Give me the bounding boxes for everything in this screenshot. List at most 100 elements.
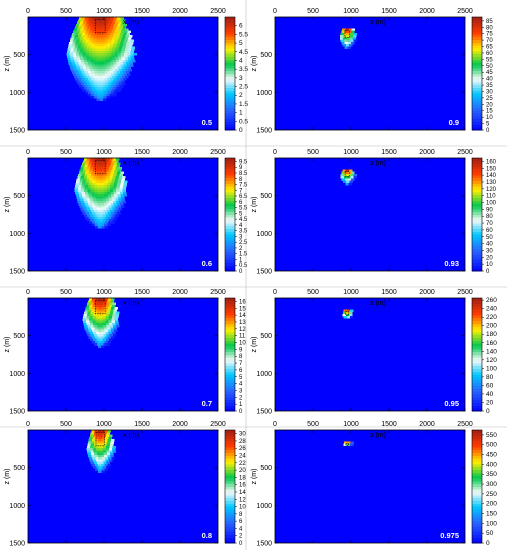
plume-cell <box>344 30 348 34</box>
plume-cell <box>104 329 109 333</box>
plume-cell <box>118 37 122 40</box>
colorbar-segment <box>225 357 235 361</box>
colorbar-segment <box>225 509 235 513</box>
colorbar-tick-label: 11 <box>239 334 246 340</box>
colorbar-tick-label: 4 <box>239 223 243 229</box>
plume-cell <box>114 169 119 172</box>
plume-cell <box>120 30 125 34</box>
plume-cell <box>101 30 106 34</box>
colorbar-segment <box>225 320 235 324</box>
plume-cell <box>100 441 105 444</box>
plume-cell <box>123 191 127 195</box>
plume-cell <box>105 320 109 324</box>
plume-cell <box>123 41 127 45</box>
plume-cell <box>93 200 98 204</box>
plume-cell <box>115 198 119 202</box>
colorbar-segment <box>472 503 482 507</box>
colorbar-segment <box>225 194 235 198</box>
colorbar-segment <box>472 186 482 190</box>
colorbar-segment <box>225 90 235 94</box>
colorbar-segment <box>225 160 235 165</box>
plume-cell <box>351 171 355 175</box>
plume-cell <box>113 91 117 95</box>
plume-cell <box>88 73 93 77</box>
plume-cell <box>107 23 112 27</box>
colorbar-segment <box>225 107 235 111</box>
plume-cell <box>127 30 131 34</box>
plume-cell <box>96 207 100 211</box>
plume-cell <box>109 87 113 90</box>
plume-cell <box>109 158 113 161</box>
plume-cell <box>105 459 110 462</box>
plume-cell <box>100 191 105 195</box>
plume-cell <box>97 441 102 444</box>
plume-cell <box>97 327 102 330</box>
plume-cell <box>121 75 126 79</box>
plume-cell <box>90 445 94 449</box>
colorbar-segment <box>472 180 482 184</box>
plume-cell <box>87 71 92 74</box>
x-tick-label: 1500 <box>134 421 150 428</box>
plume-cell <box>99 466 103 469</box>
colorbar-tick-label: 1.5 <box>239 101 248 108</box>
plume-cell <box>94 194 99 197</box>
x-tick-label: 1000 <box>343 289 359 296</box>
plume-cell <box>99 214 104 218</box>
colorbar-segment <box>472 314 482 319</box>
plume-cell <box>93 322 97 326</box>
plume-cell <box>99 207 103 211</box>
plume-cell <box>92 320 96 324</box>
plume-cell <box>111 307 115 310</box>
plume-cell <box>106 334 111 337</box>
plume-cell <box>340 173 345 177</box>
plume-cell <box>91 307 96 310</box>
panel-label: 0.6 <box>202 259 212 268</box>
plume-cell <box>97 223 102 227</box>
plume-cell <box>79 169 84 172</box>
plume-cell <box>103 71 108 74</box>
plume-cell <box>107 439 112 442</box>
colorbar-segment <box>472 461 482 465</box>
plume-cell <box>128 37 132 40</box>
colorbar-tick-label: 0 <box>486 128 490 134</box>
x-tick-label: 2500 <box>457 421 473 428</box>
plume-cell <box>68 62 73 65</box>
plume-cell <box>117 17 121 20</box>
colorbar-tick-label: 8.5 <box>239 171 248 177</box>
plume-cell <box>88 53 93 56</box>
plume-cell <box>93 334 98 337</box>
plume-cell <box>88 457 93 460</box>
colorbar-tick-label: 200 <box>486 323 497 330</box>
plume-cell <box>87 59 91 63</box>
plume-cell <box>82 80 87 83</box>
plume-cell <box>110 62 114 65</box>
colorbar-tick-label: 60 <box>486 51 493 57</box>
y-tick-label: 1000 <box>256 371 272 378</box>
plume-cell <box>95 80 99 83</box>
plume-cell <box>78 32 83 36</box>
plume-cell <box>81 26 85 29</box>
plume-cell <box>341 171 345 175</box>
colorbar-tick-label: 14 <box>239 313 246 319</box>
plume-cell <box>99 87 104 90</box>
plume-cell <box>340 176 345 179</box>
plume-cell <box>106 173 111 177</box>
plume-cell <box>107 53 112 56</box>
plume-cell <box>69 41 73 45</box>
plume-cell <box>127 66 132 70</box>
plume-cell <box>98 80 103 83</box>
plume-cell <box>84 78 89 81</box>
colorbar-segment <box>225 394 235 398</box>
plume-cell <box>110 300 114 303</box>
colorbar-tick-label: 0 <box>239 541 243 547</box>
plume-cell <box>111 39 115 43</box>
plume-cell <box>122 68 126 72</box>
plume-cell <box>342 28 346 31</box>
plume-cell <box>101 463 105 467</box>
colorbar-segment <box>225 463 235 468</box>
x-tick-label: 2500 <box>210 149 226 156</box>
plume-cell <box>121 50 125 54</box>
plume-cell <box>116 164 120 168</box>
plume-cell <box>108 21 113 25</box>
field-background <box>275 17 465 130</box>
